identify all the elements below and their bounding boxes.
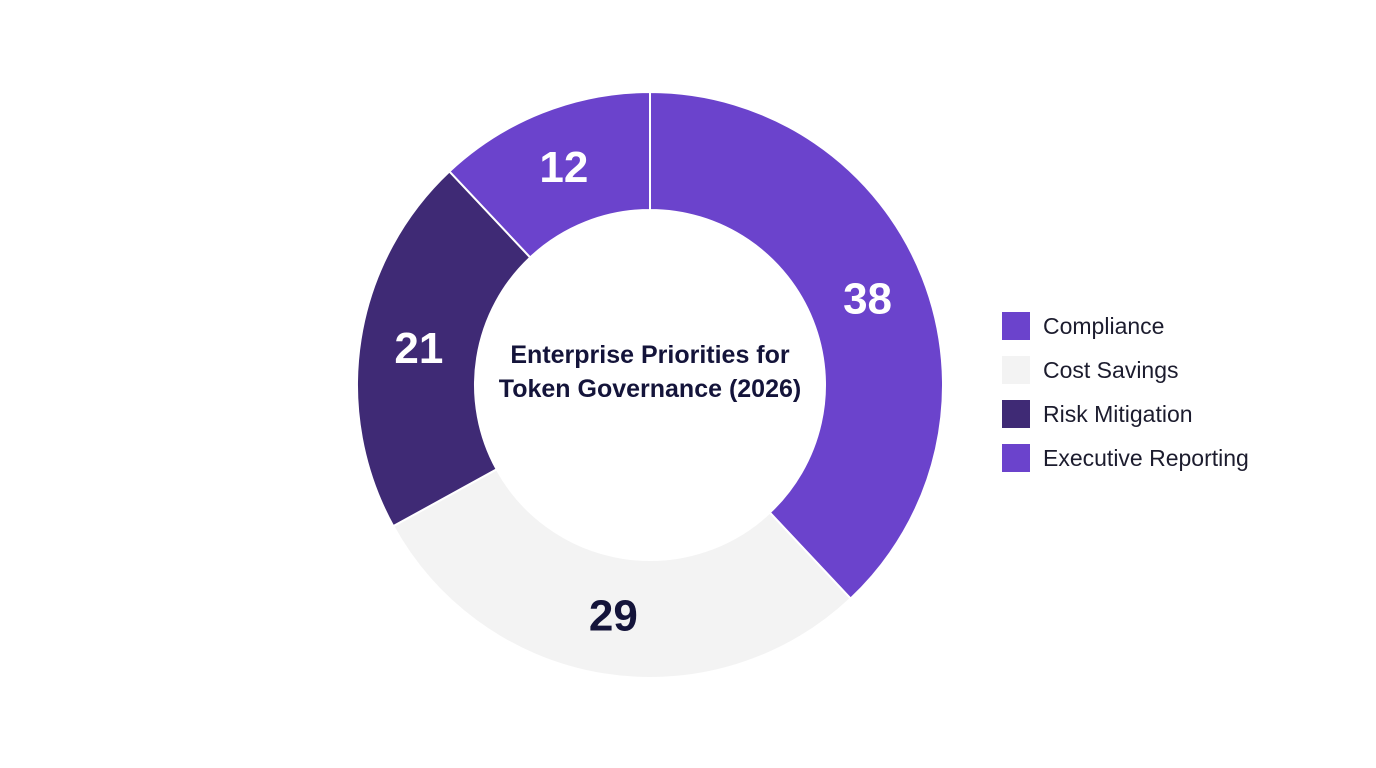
legend-label: Risk Mitigation: [1043, 400, 1193, 427]
data-label: 21: [394, 324, 443, 373]
data-label: 29: [589, 592, 638, 641]
chart-title: Enterprise Priorities for Token Governan…: [498, 341, 802, 403]
donut-segment: [391, 467, 852, 679]
legend: Compliance Cost Savings Risk Mitigation Exe…: [1002, 304, 1249, 480]
legend-label: Compliance: [1043, 312, 1165, 339]
legend-item: Cost Savings: [1002, 348, 1249, 392]
legend-swatch: [1002, 356, 1030, 384]
legend-swatch: [1002, 312, 1030, 340]
donut-segment: [356, 169, 532, 528]
data-label: 38: [843, 274, 892, 323]
data-label: 12: [539, 143, 588, 192]
legend-label: Executive Reporting: [1043, 444, 1249, 471]
donut-segment: [448, 90, 651, 259]
legend-item: Executive Reporting: [1002, 436, 1249, 480]
legend-item: Risk Mitigation: [1002, 392, 1249, 436]
legend-label: Cost Savings: [1043, 356, 1179, 383]
legend-swatch: [1002, 400, 1030, 428]
donut-segment: [649, 90, 944, 601]
legend-swatch: [1002, 444, 1030, 472]
legend-item: Compliance: [1002, 304, 1249, 348]
